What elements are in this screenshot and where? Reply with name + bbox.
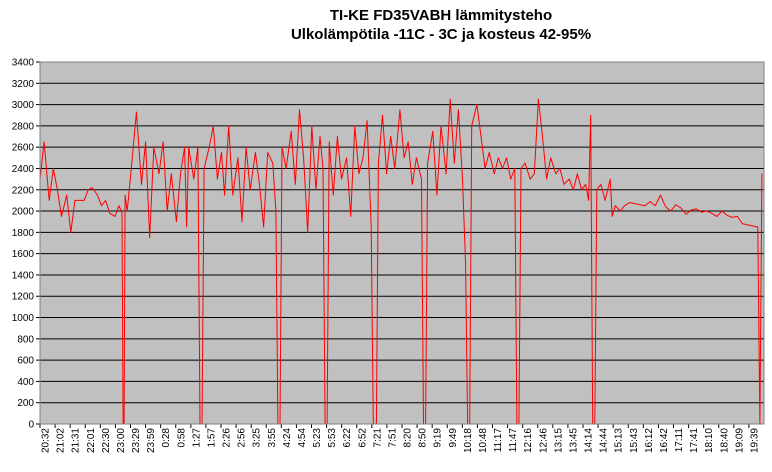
x-tick-label: 14:44: [599, 428, 610, 453]
chart-title-line-2: Ulkolämpötila -11C - 3C ja kosteus 42-95…: [290, 26, 592, 43]
y-tick-label: 1800: [12, 228, 35, 239]
y-tick-label: 1200: [12, 292, 35, 303]
x-tick-label: 8:20: [403, 428, 414, 448]
x-tick-label: 7:21: [372, 428, 383, 448]
y-axis: 0 200 400 600 800 1000 1200 1400 1600 1800 2000 220…: [12, 58, 40, 431]
x-tick-label: 15:43: [629, 428, 640, 453]
x-tick-label: 7:51: [387, 428, 398, 448]
x-tick-label: 19:09: [734, 428, 745, 453]
y-tick-label: 600: [17, 356, 34, 367]
y-tick-label: 2200: [12, 185, 35, 196]
x-tick-label: 1:57: [206, 428, 217, 448]
x-tick-label: 12:46: [538, 428, 549, 453]
x-tick-label: 21:02: [56, 428, 67, 453]
x-tick-label: 14:14: [584, 428, 595, 453]
x-tick-label: 6:52: [357, 428, 368, 448]
x-tick-label: 0:58: [176, 428, 187, 448]
x-tick-label: 9:19: [433, 428, 444, 448]
x-tick-label: 10:48: [478, 428, 489, 453]
x-tick-label: 3:25: [252, 428, 263, 448]
y-tick-label: 2400: [12, 164, 35, 175]
x-axis: 20:32 21:02 21:31 22:01 22:30 23:00 23:29 23:59…: [39, 424, 760, 453]
y-tick-label: 2600: [12, 143, 35, 154]
y-tick-label: 400: [17, 377, 34, 388]
x-tick-label: 6:22: [342, 428, 353, 448]
x-tick-label: 15:13: [614, 428, 625, 453]
y-tick-label: 200: [17, 398, 34, 409]
x-tick-label: 10:18: [463, 428, 474, 453]
x-tick-label: 22:01: [86, 428, 97, 453]
series-line-0: [39, 98, 763, 425]
x-tick-label: 2:26: [222, 428, 233, 448]
chart-title: TI-KE FD35VABH lämmitysteho Ulkolämpötil…: [0, 6, 772, 44]
series-layer: [39, 98, 763, 425]
y-tick-label: 1400: [12, 270, 35, 281]
x-tick-label: 16:12: [644, 428, 655, 453]
y-tick-label: 2000: [12, 207, 35, 218]
x-tick-label: 4:24: [282, 428, 293, 448]
x-tick-label: 23:29: [131, 428, 142, 453]
y-tick-label: 3400: [12, 58, 35, 69]
y-tick-label: 0: [28, 420, 34, 431]
y-tick-label: 1000: [12, 313, 35, 324]
plot-border: [39, 61, 765, 425]
x-tick-label: 3:55: [267, 428, 278, 448]
x-tick-label: 0:28: [161, 428, 172, 448]
x-tick-label: 20:32: [41, 428, 52, 453]
chart-title-line-1: TI-KE FD35VABH lämmitysteho: [329, 7, 553, 24]
x-tick-label: 11:17: [493, 428, 504, 453]
x-tick-label: 2:56: [237, 428, 248, 448]
gridlines: [40, 82, 764, 404]
x-tick-label: 17:11: [674, 428, 685, 453]
y-tick-label: 1600: [12, 249, 35, 260]
x-tick-label: 4:54: [297, 428, 308, 448]
x-tick-label: 23:59: [146, 428, 157, 453]
y-tick-label: 3000: [12, 100, 35, 111]
plot-area: [40, 62, 764, 424]
y-tick-label: 3200: [12, 79, 35, 90]
x-tick-label: 9:49: [448, 428, 459, 448]
x-tick-label: 1:27: [191, 428, 202, 448]
x-tick-label: 18:10: [704, 428, 715, 453]
x-tick-label: 8:50: [418, 428, 429, 448]
x-tick-label: 13:15: [553, 428, 564, 453]
x-tick-label: 19:39: [749, 428, 760, 453]
x-tick-label: 21:31: [71, 428, 82, 453]
x-tick-label: 17:41: [689, 428, 700, 453]
x-tick-label: 18:40: [719, 428, 730, 453]
y-tick-label: 800: [17, 334, 34, 345]
y-tick-label: 2800: [12, 121, 35, 132]
x-tick-label: 22:30: [101, 428, 112, 453]
x-tick-label: 23:00: [116, 428, 127, 453]
x-tick-label: 13:45: [568, 428, 579, 453]
x-tick-label: 16:42: [659, 428, 670, 453]
x-tick-label: 5:23: [312, 428, 323, 448]
x-tick-label: 11:47: [508, 428, 519, 453]
x-tick-label: 5:53: [327, 428, 338, 448]
x-tick-label: 12:16: [523, 428, 534, 453]
